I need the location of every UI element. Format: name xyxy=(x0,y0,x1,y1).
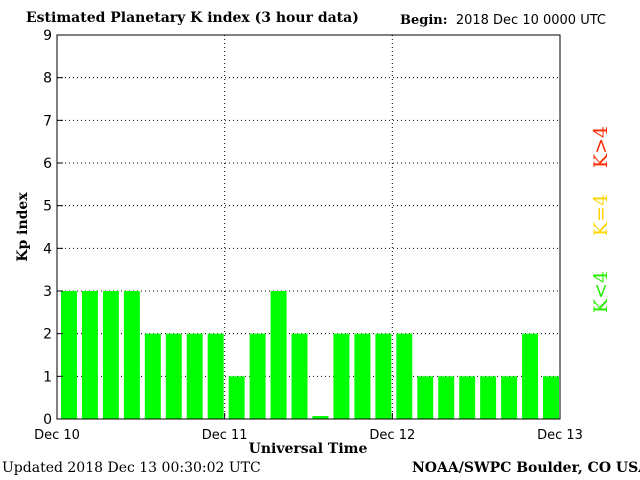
kp-bar xyxy=(396,333,413,419)
x-tick-label: Dec 12 xyxy=(369,428,415,443)
kp-bar xyxy=(249,333,266,419)
legend-k-greater-4: K>4 xyxy=(590,125,612,169)
kp-bar xyxy=(81,291,98,419)
y-tick-label: 6 xyxy=(43,156,52,172)
kp-bar xyxy=(207,333,224,419)
kp-bar xyxy=(186,333,203,419)
y-tick-label: 0 xyxy=(43,412,52,428)
chart-title: Estimated Planetary K index (3 hour data… xyxy=(26,10,359,26)
kp-bar xyxy=(417,376,434,419)
y-tick-label: 7 xyxy=(43,113,52,129)
kp-bar xyxy=(228,376,245,419)
kp-bar xyxy=(333,333,350,419)
begin-time: Begin: 2018 Dec 10 0000 UTC xyxy=(400,13,606,28)
kp-bar xyxy=(123,291,140,419)
bar-series xyxy=(61,291,559,419)
y-tick-label: 4 xyxy=(43,241,52,257)
plot-frame xyxy=(56,34,561,420)
kp-bar xyxy=(354,333,371,419)
y-tick-label: 8 xyxy=(43,71,52,87)
y-tick-label: 3 xyxy=(43,284,52,300)
y-tick-label: 5 xyxy=(43,199,52,215)
begin-value: 2018 Dec 10 0000 UTC xyxy=(455,13,606,28)
kp-bar xyxy=(543,376,559,419)
x-axis-ticks: Dec 10 Dec 11 Dec 12 Dec 13 xyxy=(34,413,583,443)
legend-k-equal-4: K=4 xyxy=(590,193,612,237)
kp-bar xyxy=(270,291,287,419)
y-tick-label: 9 xyxy=(43,28,52,44)
y-tick-label: 2 xyxy=(43,327,52,343)
kp-bar xyxy=(165,333,182,419)
y-axis-ticks: 0 1 2 3 4 5 6 7 8 9 xyxy=(43,28,63,428)
kp-bar xyxy=(375,333,392,419)
legend-k-less-4: K<4 xyxy=(590,270,612,314)
kp-bar xyxy=(480,376,497,419)
kp-bar xyxy=(459,376,476,419)
credit-text: NOAA/SWPC Boulder, CO USA xyxy=(412,460,640,476)
x-axis-label: Universal Time xyxy=(249,441,368,457)
kp-bar xyxy=(312,416,329,419)
kp-bar xyxy=(438,376,455,419)
begin-label: Begin: xyxy=(400,13,448,28)
grid-lines xyxy=(57,35,560,419)
x-tick-label: Dec 10 xyxy=(34,428,80,443)
x-tick-label: Dec 13 xyxy=(537,428,583,443)
y-tick-label: 1 xyxy=(43,369,52,385)
kp-bar xyxy=(144,333,161,419)
updated-timestamp: Updated 2018 Dec 13 00:30:02 UTC xyxy=(2,460,261,476)
kp-bar xyxy=(102,291,119,419)
kp-bar xyxy=(501,376,518,419)
kp-bar xyxy=(61,291,77,419)
kp-bar xyxy=(291,333,308,419)
x-tick-label: Dec 11 xyxy=(202,428,248,443)
y-axis-label: Kp index xyxy=(15,192,31,262)
kp-bar xyxy=(522,333,539,419)
